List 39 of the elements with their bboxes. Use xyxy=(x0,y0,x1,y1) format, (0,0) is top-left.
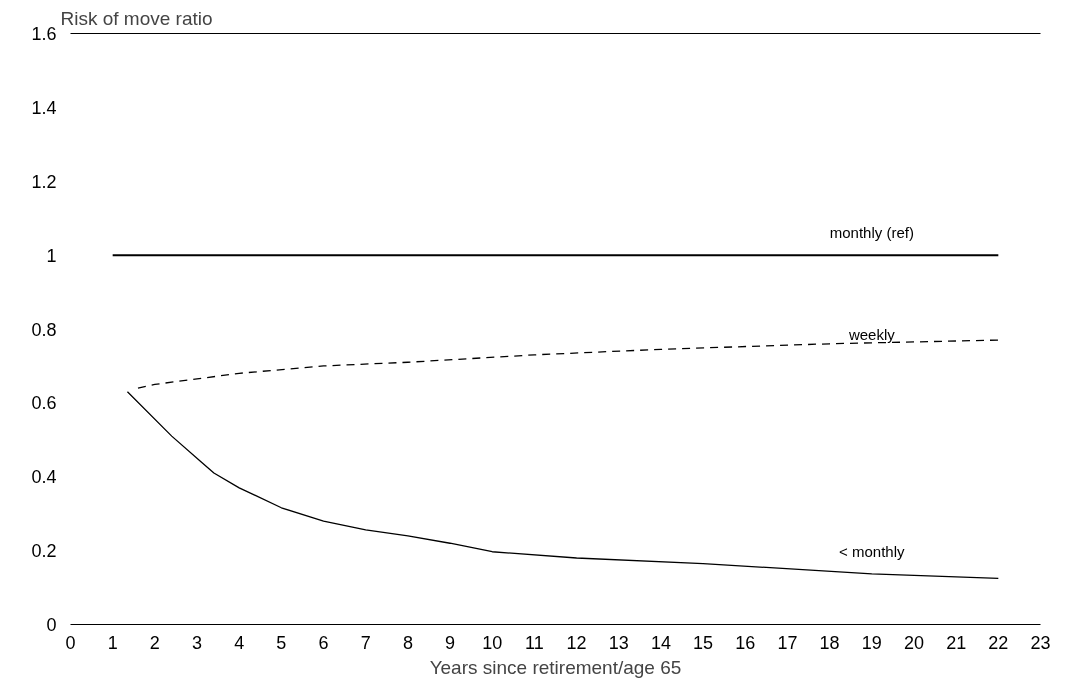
x-tick-label: 7 xyxy=(360,632,371,653)
x-tick-label: 4 xyxy=(234,632,245,653)
x-tick-label: 19 xyxy=(861,632,882,653)
x-tick-label: 8 xyxy=(402,632,413,653)
y-tick-label: 1.2 xyxy=(31,171,57,192)
x-tick-label: 14 xyxy=(650,632,671,653)
y-tick-label: 0.4 xyxy=(31,467,57,488)
series-label: monthly (ref) xyxy=(829,224,914,242)
x-tick-label: 23 xyxy=(1030,632,1051,653)
x-tick-label: 2 xyxy=(149,632,160,653)
y-tick-label: 0.8 xyxy=(31,319,57,340)
x-tick-label: 17 xyxy=(777,632,798,653)
y-tick-label: 0 xyxy=(46,615,57,635)
y-tick-label: 0.2 xyxy=(31,541,57,562)
series-label: weekly xyxy=(847,325,896,343)
series-label: < monthly xyxy=(839,542,906,560)
y-tick-label: 0.6 xyxy=(31,393,57,414)
y-tick-label: 1.4 xyxy=(31,97,57,118)
x-tick-label: 10 xyxy=(482,632,503,653)
y-tick-label: 1 xyxy=(46,245,57,266)
x-tick-label: 22 xyxy=(988,632,1009,653)
x-tick-label: 6 xyxy=(318,632,329,653)
x-tick-label: 20 xyxy=(903,632,924,653)
x-tick-label: 9 xyxy=(445,632,456,653)
x-axis-title: Years since retirement/age 65 xyxy=(429,656,682,678)
x-tick-label: 3 xyxy=(192,632,203,653)
x-tick-label: 5 xyxy=(276,632,287,653)
line-series xyxy=(126,391,999,579)
y-axis-title: Risk of move ratio xyxy=(60,7,213,29)
x-tick-label: 11 xyxy=(525,632,544,653)
x-tick-label: 0 xyxy=(65,632,76,653)
y-tick-label: 1.6 xyxy=(31,24,57,44)
x-tick-label: 13 xyxy=(608,632,629,653)
x-tick-label: 1 xyxy=(107,632,118,653)
x-tick-label: 21 xyxy=(946,632,967,653)
x-tick-label: 18 xyxy=(819,632,840,653)
x-tick-label: 16 xyxy=(735,632,756,653)
x-tick-label: 12 xyxy=(566,632,587,653)
x-tick-label: 15 xyxy=(693,632,714,653)
